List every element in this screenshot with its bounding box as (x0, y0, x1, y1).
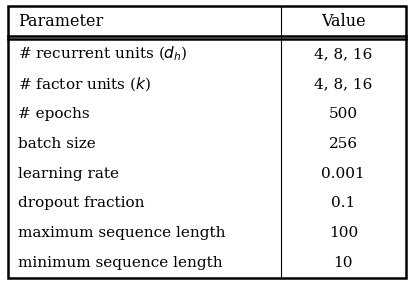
Text: minimum sequence length: minimum sequence length (18, 256, 222, 270)
Text: 0.001: 0.001 (320, 166, 364, 181)
Text: 4, 8, 16: 4, 8, 16 (313, 77, 372, 91)
Text: 10: 10 (333, 256, 352, 270)
Text: batch size: batch size (18, 137, 95, 151)
Text: 0.1: 0.1 (330, 196, 355, 210)
Text: 4, 8, 16: 4, 8, 16 (313, 47, 372, 61)
Text: Parameter: Parameter (18, 12, 103, 30)
Text: maximum sequence length: maximum sequence length (18, 226, 225, 240)
Text: learning rate: learning rate (18, 166, 119, 181)
Text: # factor units ($k$): # factor units ($k$) (18, 75, 151, 93)
Text: dropout fraction: dropout fraction (18, 196, 144, 210)
Text: # epochs: # epochs (18, 107, 89, 121)
Text: # recurrent units ($d_h$): # recurrent units ($d_h$) (18, 45, 187, 63)
Text: 500: 500 (328, 107, 357, 121)
Text: 256: 256 (328, 137, 357, 151)
Text: Value: Value (320, 12, 365, 30)
Text: 100: 100 (328, 226, 357, 240)
